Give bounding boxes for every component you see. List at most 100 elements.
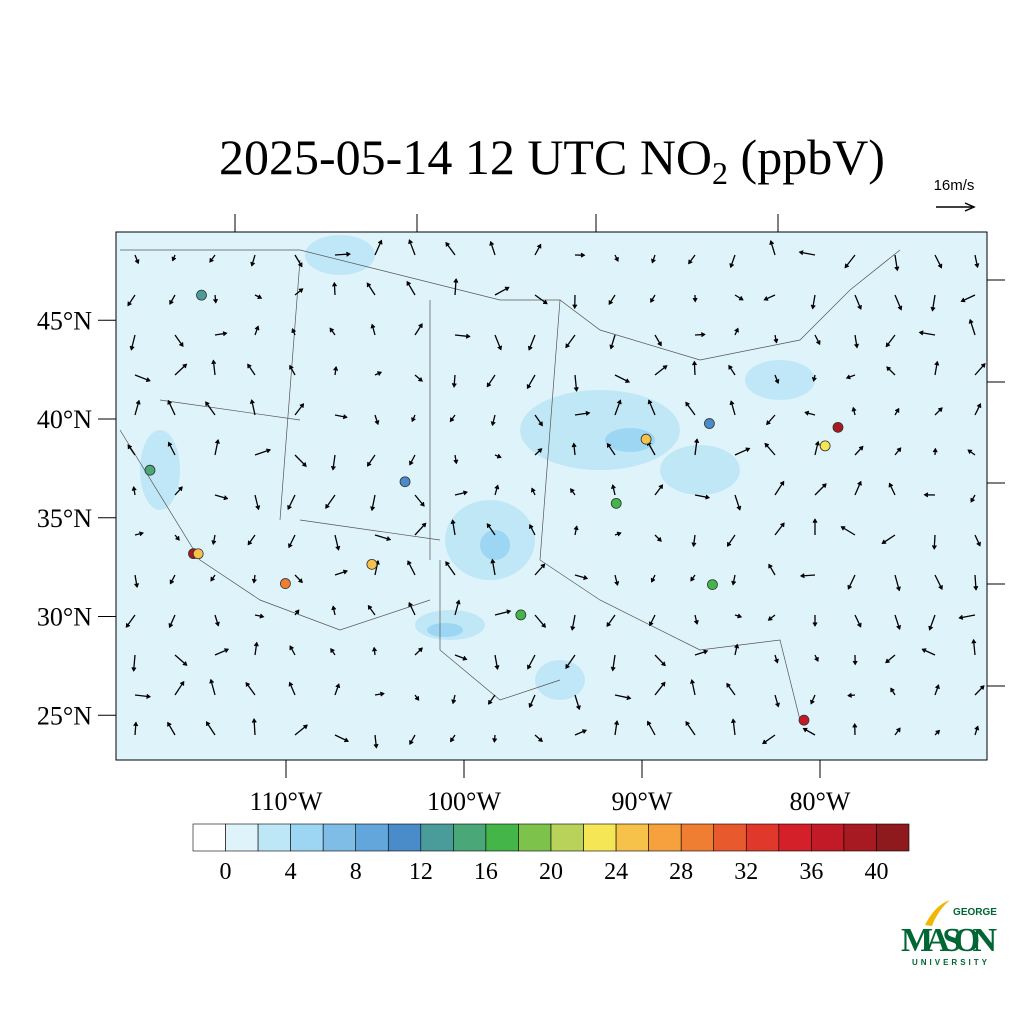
wind-arrowhead — [852, 660, 858, 666]
wind-arrowhead — [298, 578, 303, 584]
colorbar-box — [453, 823, 487, 852]
wind-arrowhead — [976, 541, 981, 547]
wind-arrowhead — [980, 362, 986, 368]
wind-arrowhead — [775, 702, 780, 708]
wind-arrowhead — [366, 282, 372, 288]
wind-arrowhead — [614, 256, 619, 262]
wind-arrowhead — [449, 417, 455, 423]
wind-arrowhead — [250, 261, 256, 267]
wind-arrowhead — [465, 333, 471, 339]
wind-arrowhead — [247, 540, 253, 546]
wind-arrowhead — [570, 488, 575, 493]
lon-tick-label: 100°W — [427, 787, 501, 816]
wind-arrowhead — [691, 542, 697, 548]
wind-arrowhead — [249, 399, 255, 404]
wind-arrowhead — [251, 578, 257, 584]
colorbar-label: 36 — [799, 859, 823, 885]
wind-arrowhead — [616, 399, 622, 405]
wind-arrowhead — [342, 414, 348, 420]
wind-arrowhead — [938, 585, 943, 590]
wind-arrowhead — [894, 407, 900, 413]
colorbar-box — [648, 823, 682, 852]
wind-arrowhead — [974, 725, 980, 731]
wind-arrows — [125, 239, 986, 749]
wind-arrowhead — [606, 622, 611, 628]
logo-swoosh — [925, 900, 950, 926]
wind-arrowhead — [294, 609, 300, 615]
colorbar-label: 32 — [734, 859, 758, 885]
wind-arrowhead — [409, 740, 414, 745]
wind-arrowhead — [730, 718, 736, 724]
wind-arrowhead — [938, 407, 943, 412]
wind-arrowhead — [852, 722, 858, 728]
wind-arrowhead — [409, 460, 414, 466]
wind-arrowhead — [289, 364, 294, 370]
wind-arrowhead — [729, 263, 735, 269]
wind-arrowhead — [453, 278, 459, 283]
wind-arrowhead — [767, 616, 773, 621]
wind-arrowhead — [125, 623, 131, 628]
wind-arrowhead — [565, 664, 570, 669]
wind-arrowhead — [169, 299, 174, 305]
wind-arrowhead — [918, 330, 924, 336]
wind-arrowhead — [538, 737, 543, 743]
wind-arrowhead — [583, 575, 589, 580]
wind-arrowhead — [570, 626, 576, 631]
wind-arrowhead — [701, 332, 706, 338]
wind-arrowhead — [703, 649, 709, 655]
wind-arrowhead — [528, 703, 534, 708]
wind-arrowhead — [332, 281, 338, 287]
wind-arrowhead — [527, 345, 533, 351]
wind-arrowhead — [146, 693, 152, 699]
wind-arrowhead — [766, 420, 771, 426]
logo-bottom: UNIVERSITY — [912, 958, 990, 967]
station — [144, 464, 156, 476]
colorbar-label: 20 — [539, 859, 563, 885]
wind-arrowhead — [768, 563, 773, 569]
wind-arrowhead — [573, 387, 579, 392]
wind-arrowhead — [370, 506, 376, 512]
wind-arrowhead — [451, 383, 457, 388]
wind-arrowhead — [651, 258, 656, 264]
wind-arrowhead — [529, 524, 534, 529]
wind-arrowhead — [773, 338, 779, 344]
wind-arrowhead — [490, 421, 496, 427]
wind-arrowhead — [840, 526, 846, 531]
lat-tick-label: 35°N — [37, 504, 92, 533]
map — [115, 214, 1005, 761]
wind-arrowhead — [851, 406, 857, 412]
wind-arrowhead — [133, 721, 139, 727]
wind-arrowhead — [934, 360, 940, 366]
wind-arrowhead — [486, 523, 492, 528]
wind-arrowhead — [538, 421, 543, 427]
wind-arrowhead — [692, 297, 698, 303]
wind-arrowhead — [844, 263, 850, 269]
wind-arrowhead — [178, 486, 183, 492]
wind-arrowhead — [487, 699, 493, 705]
wind-arrowhead — [205, 401, 210, 407]
wind-arrowhead — [815, 440, 820, 446]
wind-arrowhead — [131, 486, 137, 491]
colorbar-box — [225, 823, 259, 852]
wind-arrowhead — [211, 359, 217, 365]
wind-scale-arrowhead — [964, 202, 976, 212]
wind-arrowhead — [958, 614, 964, 620]
colorbar-box — [420, 823, 454, 852]
wind-scale-label: 16m/s — [934, 177, 975, 194]
wind-arrowhead — [489, 240, 495, 246]
wind-arrowhead — [769, 240, 775, 245]
wind-arrowhead — [215, 438, 220, 444]
wind-arrowhead — [455, 599, 461, 605]
wind-arrowhead — [894, 266, 900, 272]
wind-arrowhead — [847, 584, 852, 590]
wind-arrowhead — [531, 487, 536, 493]
wind-arrowhead — [685, 401, 690, 407]
wind-arrowhead — [486, 382, 492, 388]
wind-arrowhead — [582, 729, 588, 734]
wind-arrowhead — [928, 625, 934, 631]
colorbar-label: 28 — [669, 859, 693, 885]
wind-arrowhead — [610, 666, 616, 672]
wind-arrowhead — [266, 448, 272, 454]
wind-arrowhead — [542, 299, 548, 305]
wind-arrowhead — [731, 580, 737, 586]
